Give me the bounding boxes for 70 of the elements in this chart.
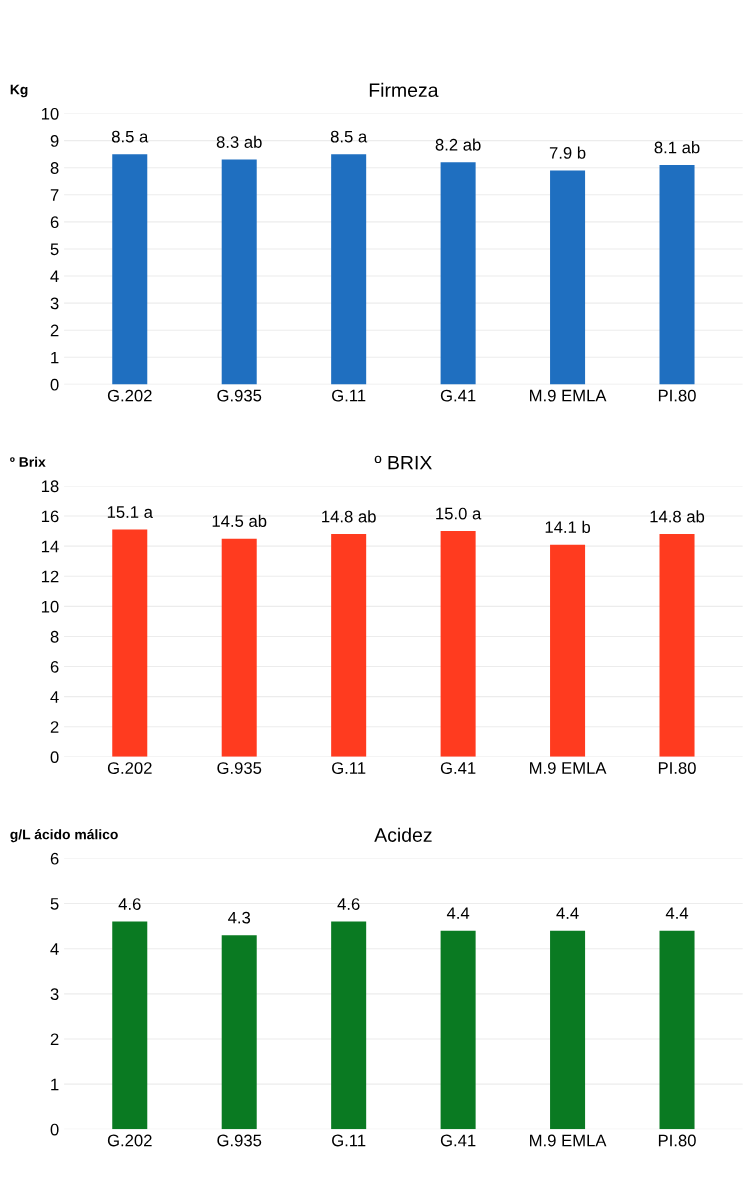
y-tick-label: 4 — [50, 270, 59, 283]
data-label: 8.5 a — [330, 130, 368, 143]
x-tick-label: G.935 — [217, 762, 262, 774]
x-tick-label: PI.80 — [658, 762, 696, 774]
y-tick-label: 9 — [50, 135, 59, 147]
y-tick-label: 5 — [50, 898, 59, 910]
x-tick-label: G.202 — [107, 762, 152, 774]
data-label: 7.9 b — [549, 146, 586, 159]
data-label: 14.8 ab — [322, 510, 376, 523]
y-tick-label: 2 — [50, 721, 59, 733]
data-label: 15.1 a — [107, 506, 153, 518]
y-axis-title: Kg — [10, 84, 28, 98]
data-label: 4.6 — [337, 898, 360, 910]
data-label: 15.0 a — [436, 507, 482, 520]
data-label: 8.1 ab — [654, 141, 700, 154]
y-tick-label: 16 — [41, 510, 59, 523]
x-tick-label: PI.80 — [658, 1134, 696, 1147]
y-tick-label: 4 — [50, 691, 59, 703]
x-tick-label: G.202 — [107, 1134, 152, 1147]
x-tick-label: G.41 — [440, 762, 476, 774]
data-label: 4.6 — [118, 898, 141, 910]
data-label: 4.4 — [556, 907, 579, 919]
data-label: 8.3 ab — [216, 135, 262, 148]
y-tick-label: 8 — [50, 630, 59, 643]
x-tick-label: G.41 — [440, 1134, 476, 1147]
data-label: 14.1 b — [545, 520, 591, 534]
y-tick-label: 0 — [50, 751, 59, 764]
y-tick-label: 4 — [50, 943, 59, 955]
x-tick-label: PI.80 — [658, 389, 696, 402]
data-label: 14.8 ab — [650, 510, 705, 523]
data-label: 4.4 — [665, 907, 689, 919]
y-tick-label: 10 — [41, 600, 59, 613]
y-tick-label: 2 — [50, 1033, 59, 1046]
y-tick-label: 3 — [50, 988, 59, 1001]
y-tick-label: 0 — [50, 1123, 59, 1136]
y-tick-label: 6 — [50, 660, 59, 673]
y-tick-label: 18 — [41, 480, 59, 493]
x-tick-label: G.11 — [332, 389, 366, 402]
y-tick-label: 5 — [50, 243, 59, 256]
chart-title: Firmeza — [369, 82, 439, 98]
y-tick-label: 1 — [51, 351, 59, 364]
data-label: 14.5 ab — [212, 514, 267, 528]
chart-title: Acidez — [374, 827, 432, 842]
y-tick-label: 6 — [50, 852, 59, 865]
y-tick-label: 6 — [50, 216, 59, 229]
y-tick-label: 0 — [50, 378, 59, 391]
x-tick-label: M.9 EMLA — [530, 389, 607, 402]
y-axis-title: º Brix — [10, 456, 46, 467]
y-axis-title: g/L ácido málico — [10, 829, 118, 843]
x-tick-label: G.41 — [440, 389, 476, 402]
y-tick-label: 1 — [51, 1078, 59, 1091]
x-tick-label: M.9 EMLA — [530, 762, 607, 774]
y-tick-label: 14 — [41, 540, 59, 553]
x-tick-label: G.11 — [332, 762, 366, 774]
x-tick-label: M.9 EMLA — [530, 1134, 607, 1147]
x-tick-label: G.11 — [332, 1134, 366, 1147]
y-tick-label: 12 — [41, 570, 59, 583]
x-tick-label: G.935 — [217, 389, 262, 402]
data-label: 4.3 — [228, 911, 251, 924]
data-label: 8.5 a — [111, 130, 149, 143]
y-tick-label: 8 — [50, 162, 59, 174]
y-tick-label: 7 — [50, 189, 59, 201]
y-tick-label: 10 — [41, 107, 59, 120]
data-label: 4.4 — [446, 907, 470, 919]
chart-title: º BRIX — [374, 455, 432, 470]
y-tick-label: 3 — [50, 297, 59, 310]
y-tick-label: 2 — [50, 324, 59, 337]
data-label: 8.2 ab — [435, 138, 481, 151]
x-tick-label: G.202 — [107, 389, 152, 402]
x-tick-label: G.935 — [217, 1134, 262, 1147]
